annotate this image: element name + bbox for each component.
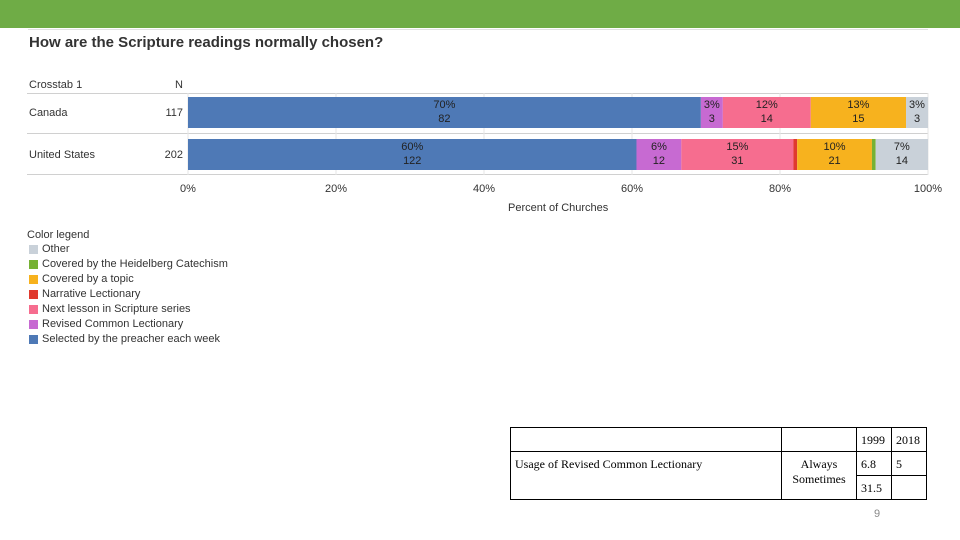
- sometimes-2018-value: [891, 475, 927, 500]
- bar-percent-label: 13%: [847, 99, 869, 111]
- bar-segment: [797, 139, 872, 170]
- bar-count-label: 82: [438, 113, 450, 125]
- legend-swatch: [29, 289, 38, 299]
- legend-label: Revised Common Lectionary: [42, 318, 184, 330]
- row-label-united-states: United States: [29, 149, 96, 161]
- sometimes-1999-value: 31.5: [856, 475, 892, 500]
- bar-percent-label: 7%: [894, 141, 910, 153]
- row-divider: [27, 133, 928, 134]
- row-n-canada: 117: [165, 107, 183, 119]
- row-label-canada: Canada: [29, 107, 68, 119]
- x-tick-label: 40%: [473, 183, 495, 195]
- x-tick-label: 20%: [325, 183, 347, 195]
- frame-top-line: [28, 29, 928, 30]
- bar-segment: [875, 139, 928, 170]
- legend-swatch: [29, 334, 38, 344]
- legend-item: Covered by the Heidelberg Catechism: [29, 257, 228, 271]
- bar-percent-label: 10%: [824, 141, 846, 153]
- usage-table: 1999 2018 Usage of Revised Common Lectio…: [510, 427, 927, 500]
- legend-label: Covered by a topic: [42, 273, 134, 285]
- legend-label: Covered by the Heidelberg Catechism: [42, 258, 228, 270]
- legend-item: Selected by the preacher each week: [29, 332, 220, 346]
- legend-item: Revised Common Lectionary: [29, 317, 183, 331]
- table-bottom-divider: [27, 174, 928, 175]
- bar-segment: [700, 97, 723, 128]
- bar-percent-label: 12%: [756, 99, 778, 111]
- usage-row-label: Usage of Revised Common Lectionary: [510, 451, 782, 500]
- bar-count-label: 14: [896, 155, 908, 167]
- legend-item: Covered by a topic: [29, 272, 134, 286]
- legend-swatch: [29, 259, 38, 269]
- bar-count-label: 15: [852, 113, 864, 125]
- year-1999-header: 1999: [856, 427, 892, 452]
- legend-item: Narrative Lectionary: [29, 287, 140, 301]
- bar-count-label: 21: [828, 155, 840, 167]
- legend-label: Other: [42, 243, 70, 255]
- crosstab-header: Crosstab 1: [29, 79, 83, 91]
- bar-count-label: 31: [731, 155, 743, 167]
- x-tick-label: 0%: [180, 183, 196, 195]
- usage-header-blank: [510, 427, 782, 452]
- bar-count-label: 122: [403, 155, 421, 167]
- bar-count-label: 14: [761, 113, 773, 125]
- legend-label: Narrative Lectionary: [42, 288, 141, 300]
- bar-segment: [793, 139, 798, 170]
- bar-segment: [871, 139, 876, 170]
- bar-segment: [188, 139, 637, 170]
- legend-swatch: [29, 274, 38, 284]
- bar-percent-label: 6%: [651, 141, 667, 153]
- bar-count-label: 3: [914, 113, 920, 125]
- legend-label: Next lesson in Scripture series: [42, 303, 191, 315]
- year-2018-header: 2018: [891, 427, 927, 452]
- x-tick-label: 60%: [621, 183, 643, 195]
- bar-percent-label: 60%: [401, 141, 423, 153]
- bar-segment: [681, 139, 794, 170]
- legend-swatch: [29, 304, 38, 314]
- bar-count-label: 12: [653, 155, 665, 167]
- x-axis-title: Percent of Churches: [508, 202, 609, 214]
- usage-header-blank-2: [781, 427, 857, 452]
- top-accent-bar: [0, 0, 960, 28]
- bar-segment: [906, 97, 928, 128]
- frequency-always: Always: [800, 457, 838, 471]
- legend-swatch: [29, 319, 38, 329]
- legend-item: Other: [29, 242, 70, 256]
- bar-count-label: 3: [709, 113, 715, 125]
- bar-segment: [188, 97, 701, 128]
- row-n-united-states: 202: [164, 149, 183, 161]
- bar-percent-label: 15%: [726, 141, 748, 153]
- n-header: N: [175, 79, 183, 91]
- frequency-sometimes: Sometimes: [792, 472, 846, 486]
- bar-segment: [636, 139, 682, 170]
- bar-segment: [722, 97, 811, 128]
- legend-title: Color legend: [27, 229, 90, 241]
- bar-percent-label: 70%: [433, 99, 455, 111]
- x-tick-label: 100%: [914, 183, 942, 195]
- legend-swatch: [29, 244, 38, 254]
- bar-percent-label: 3%: [909, 99, 925, 111]
- chart-title: How are the Scripture readings normally …: [29, 34, 384, 51]
- always-1999-value: 6.8: [856, 451, 892, 476]
- legend-item: Next lesson in Scripture series: [29, 302, 191, 316]
- x-tick-label: 80%: [769, 183, 791, 195]
- page-number: 9: [874, 508, 881, 520]
- bar-segment: [810, 97, 907, 128]
- legend-label: Selected by the preacher each week: [42, 333, 220, 345]
- stacked-bar-chart: 0% 20% 40% 60% 80% 100% 70% 82 3% 3 12% 14 13% 15 3% 3 6…: [180, 93, 942, 195]
- header-divider: [27, 93, 928, 94]
- always-2018-value: 5: [891, 451, 927, 476]
- usage-frequency-cell: Always Sometimes: [781, 451, 857, 500]
- bar-percent-label: 3%: [704, 99, 720, 111]
